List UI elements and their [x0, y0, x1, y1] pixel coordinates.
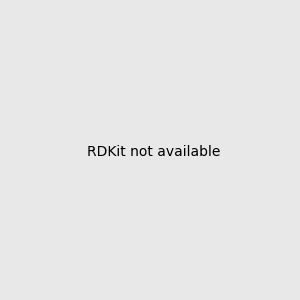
Text: RDKit not available: RDKit not available: [87, 145, 220, 158]
